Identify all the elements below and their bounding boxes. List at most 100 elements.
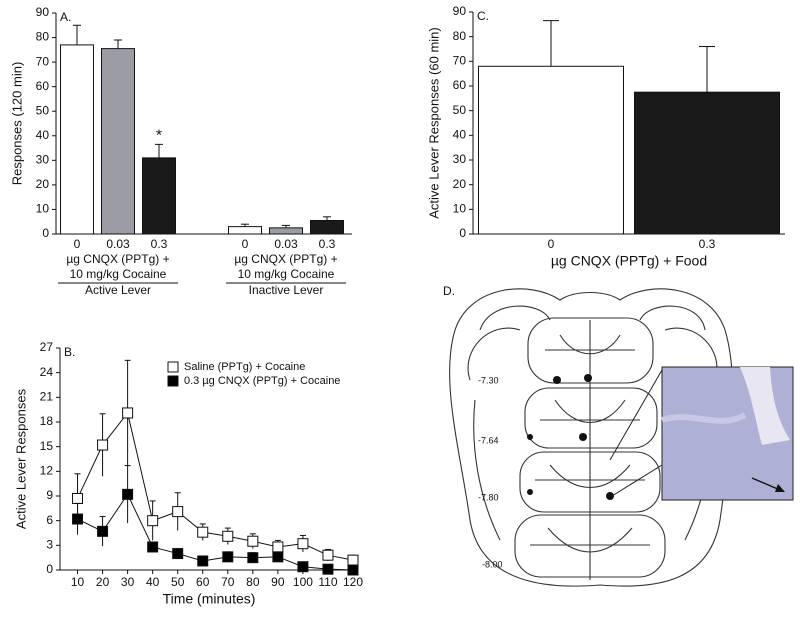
x-tick-label: 20: [96, 575, 110, 589]
marker: [147, 541, 159, 553]
brain-atlas: D. -7.30 -7.64 -7.80 -8.00: [443, 284, 794, 587]
site: [553, 376, 561, 384]
bar: [142, 157, 176, 235]
y-tick-label: 15: [40, 439, 54, 453]
legend-marker: [167, 375, 179, 387]
bar: [60, 44, 94, 235]
y-axis-label: Responses (120 min): [9, 62, 24, 186]
pointer: [611, 464, 663, 497]
x-tick-label: 70: [221, 575, 235, 589]
site: [606, 492, 614, 500]
level-label: -8.00: [482, 559, 503, 569]
x-tick-label: 0.03: [106, 237, 130, 251]
y-tick-label: 80: [453, 29, 467, 43]
marker: [322, 549, 334, 561]
y-tick-label: 0: [46, 562, 53, 576]
y-tick-label: 6: [46, 513, 53, 527]
y-tick-label: 10: [453, 202, 467, 216]
x-tick-label: 40: [146, 575, 160, 589]
y-tick-label: 90: [36, 5, 50, 19]
y-tick-label: 30: [36, 153, 50, 167]
y-tick-label: 9: [46, 488, 53, 502]
y-tick-label: 3: [46, 538, 53, 552]
annotation: *: [156, 128, 162, 145]
legend-label: 0.3 µg CNQX (PPTg) + Cocaine: [184, 375, 340, 387]
panel-label: B.: [64, 345, 75, 359]
bar: [310, 219, 344, 235]
x-axis-label: Time (minutes): [163, 591, 256, 607]
y-tick-label: 20: [36, 177, 50, 191]
bar: [269, 227, 303, 235]
x-tick-label: 0.3: [699, 237, 716, 251]
y-tick-label: 30: [453, 152, 467, 166]
tissue: [660, 412, 747, 424]
marker: [72, 513, 84, 525]
panel-label: A.: [60, 10, 71, 24]
marker: [347, 554, 359, 566]
bar: [101, 48, 135, 235]
y-tick-label: 60: [36, 79, 50, 93]
bar: [228, 226, 262, 235]
y-axis-label: Active Lever Responses: [13, 388, 28, 529]
y-tick-label: 21: [40, 390, 54, 404]
marker: [297, 561, 309, 573]
bar: [478, 65, 624, 235]
panel-label: D.: [443, 284, 455, 298]
marker: [272, 541, 284, 553]
x-axis-label: µg CNQX (PPTg) + Food: [551, 253, 707, 269]
histology-inset: [660, 366, 794, 501]
x-tick-label: 90: [271, 575, 285, 589]
marker: [147, 515, 159, 527]
marker: [172, 548, 184, 560]
category-label: Inactive Lever: [249, 283, 324, 297]
marker: [322, 563, 334, 575]
x-tick-label: 0.03: [274, 237, 298, 251]
marker: [347, 564, 359, 576]
structure: [530, 320, 650, 580]
x-tick-label: 0.3: [151, 237, 168, 251]
y-tick-label: 70: [453, 54, 467, 68]
cerebellum: [479, 305, 706, 331]
panel-label: C.: [477, 9, 489, 23]
y-tick-label: 50: [453, 103, 467, 117]
y-tick-label: 0: [42, 226, 49, 240]
y-tick-label: 60: [453, 78, 467, 92]
marker: [97, 525, 109, 537]
site: [527, 434, 533, 440]
marker: [97, 439, 109, 451]
level-label: -7.80: [478, 492, 499, 502]
tissue-gap: [740, 367, 790, 445]
marker: [172, 506, 184, 518]
y-tick-label: 27: [40, 340, 54, 354]
x-tick-label: 120: [343, 575, 363, 589]
x-tick-label: 10: [71, 575, 85, 589]
marker: [297, 538, 309, 550]
y-tick-label: 10: [36, 202, 50, 216]
x-axis-label: µg CNQX (PPTg) +: [234, 252, 337, 266]
x-axis-label: 10 mg/kg Cocaine: [238, 267, 335, 281]
x-tick-label: 110: [318, 575, 337, 589]
x-axis-label: 10 mg/kg Cocaine: [70, 267, 167, 281]
marker: [222, 530, 234, 542]
marker: [272, 551, 284, 563]
level-label: -7.64: [478, 435, 499, 445]
y-tick-label: 40: [36, 128, 50, 142]
marker: [222, 551, 234, 563]
arrow-head: [775, 484, 785, 492]
category-label: Active Lever: [85, 283, 151, 297]
x-tick-label: 50: [171, 575, 185, 589]
sections: [514, 317, 666, 580]
marker: [197, 555, 209, 567]
section: [524, 387, 658, 449]
x-axis-label: µg CNQX (PPTg) +: [66, 252, 169, 266]
y-tick-label: 70: [36, 54, 50, 68]
y-tick-label: 50: [36, 103, 50, 117]
marker: [247, 535, 259, 547]
y-axis-label: Active Lever Responses (60 min): [426, 27, 441, 218]
x-tick-label: 80: [246, 575, 260, 589]
x-tick-label: 0: [548, 237, 555, 251]
y-tick-label: 40: [453, 128, 467, 142]
level-label: -7.30: [478, 375, 499, 385]
marker: [72, 492, 84, 504]
arrow: [751, 477, 781, 491]
